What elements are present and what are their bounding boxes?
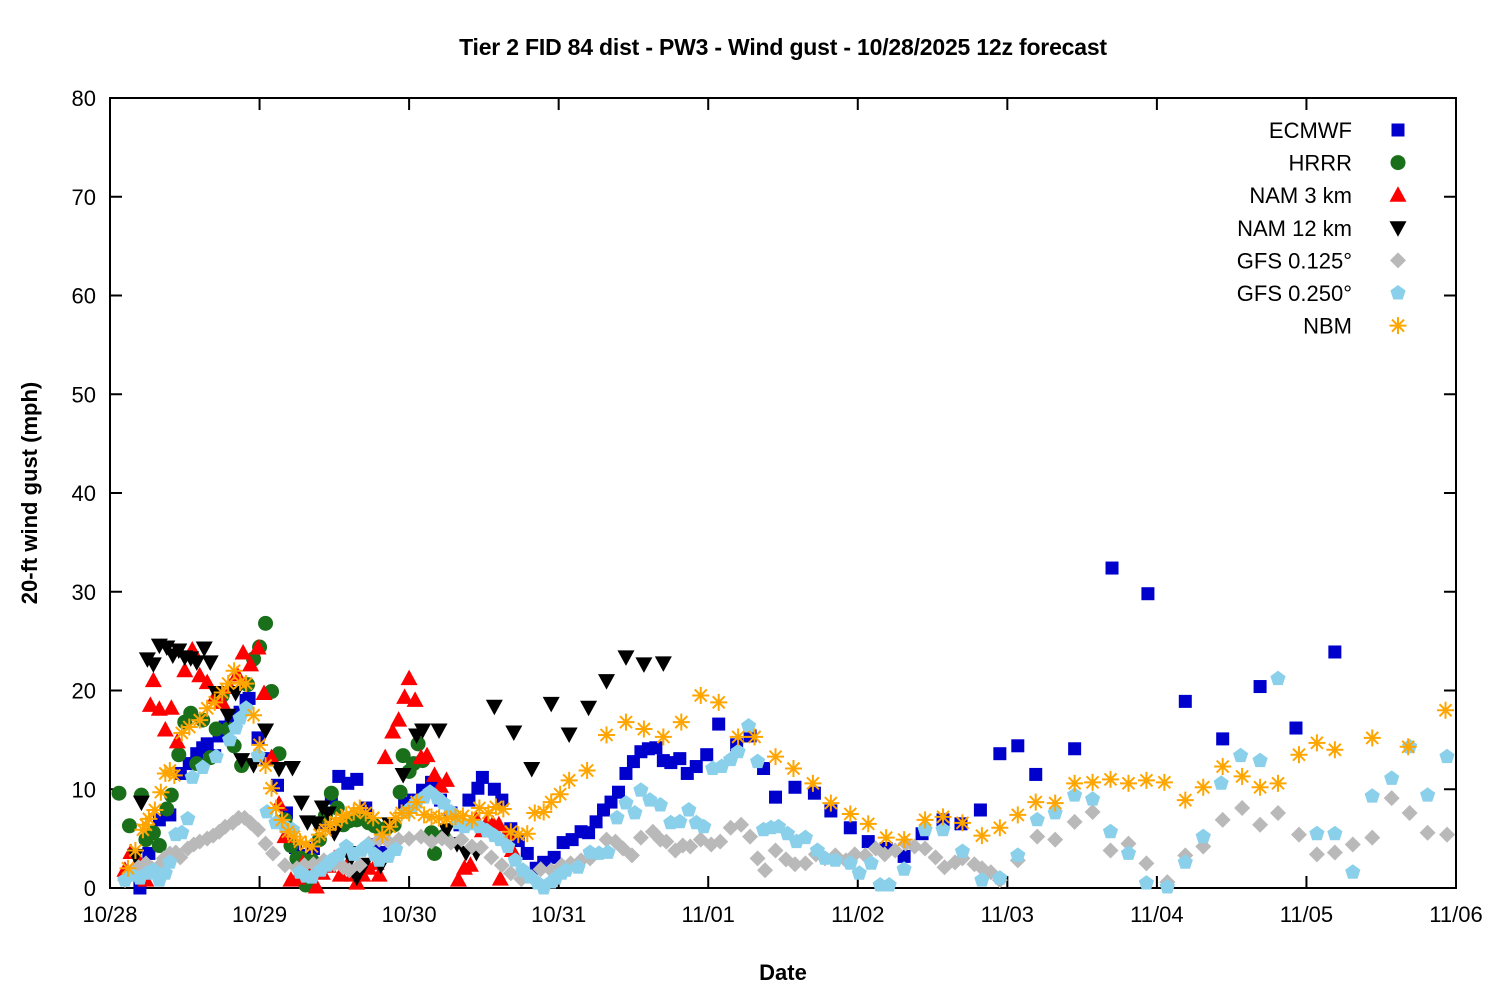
y-tick-label: 40: [72, 481, 96, 506]
legend-label: NBM: [1303, 314, 1352, 339]
x-tick-label: 11/04: [1130, 902, 1183, 927]
y-tick-label: 60: [72, 284, 96, 309]
legend-label: HRRR: [1288, 151, 1352, 176]
x-tick-label: 10/30: [382, 902, 437, 927]
legend: ECMWF HRRR NAM 3 km NAM 12 km GFS 0.125° GFS …: [1237, 118, 1407, 339]
x-tick-label: 11/06: [1429, 902, 1482, 927]
y-tick-label: 70: [72, 185, 96, 210]
y-tick-label: 10: [72, 777, 96, 802]
x-tick-label: 11/05: [1280, 902, 1333, 927]
legend-marker-triangle-down-icon: [1389, 221, 1407, 237]
series-nbm: [119, 662, 1455, 877]
y-axis-ticks: 0 10 20 30 40 50 60 70 80: [72, 86, 1456, 901]
legend-label: NAM 12 km: [1237, 216, 1352, 241]
x-tick-label: 10/28: [82, 902, 137, 927]
x-tick-label: 11/02: [831, 902, 884, 927]
x-tick-label: 10/31: [531, 902, 586, 927]
legend-marker-square-icon: [1391, 123, 1405, 137]
x-axis-label: Date: [759, 960, 807, 985]
y-tick-label: 50: [72, 382, 96, 407]
x-tick-label: 11/01: [682, 902, 735, 927]
legend-label: GFS 0.125°: [1237, 248, 1352, 273]
legend-marker-circle-icon: [1390, 155, 1406, 171]
legend-label: ECMWF: [1269, 118, 1352, 143]
y-tick-label: 80: [72, 86, 96, 111]
x-tick-label: 11/03: [981, 902, 1034, 927]
x-axis-ticks: 10/28 10/29 10/30 10/31 11/01 11/02 11/03 11/04…: [82, 98, 1483, 927]
y-tick-label: 20: [72, 679, 96, 704]
x-tick-label: 10/29: [232, 902, 287, 927]
y-tick-label: 0: [84, 876, 96, 901]
legend-marker-pentagon-icon: [1390, 285, 1406, 300]
legend-marker-asterisk-icon: [1389, 317, 1407, 335]
legend-marker-triangle-up-icon: [1389, 186, 1407, 202]
legend-label: NAM 3 km: [1249, 183, 1352, 208]
chart-title: Tier 2 FID 84 dist - PW3 - Wind gust - 1…: [459, 34, 1107, 60]
y-axis-label: 20-ft wind gust (mph): [17, 381, 42, 605]
legend-marker-diamond-icon: [1390, 252, 1406, 269]
legend-label: GFS 0.250°: [1237, 281, 1352, 306]
y-tick-label: 30: [72, 580, 96, 605]
